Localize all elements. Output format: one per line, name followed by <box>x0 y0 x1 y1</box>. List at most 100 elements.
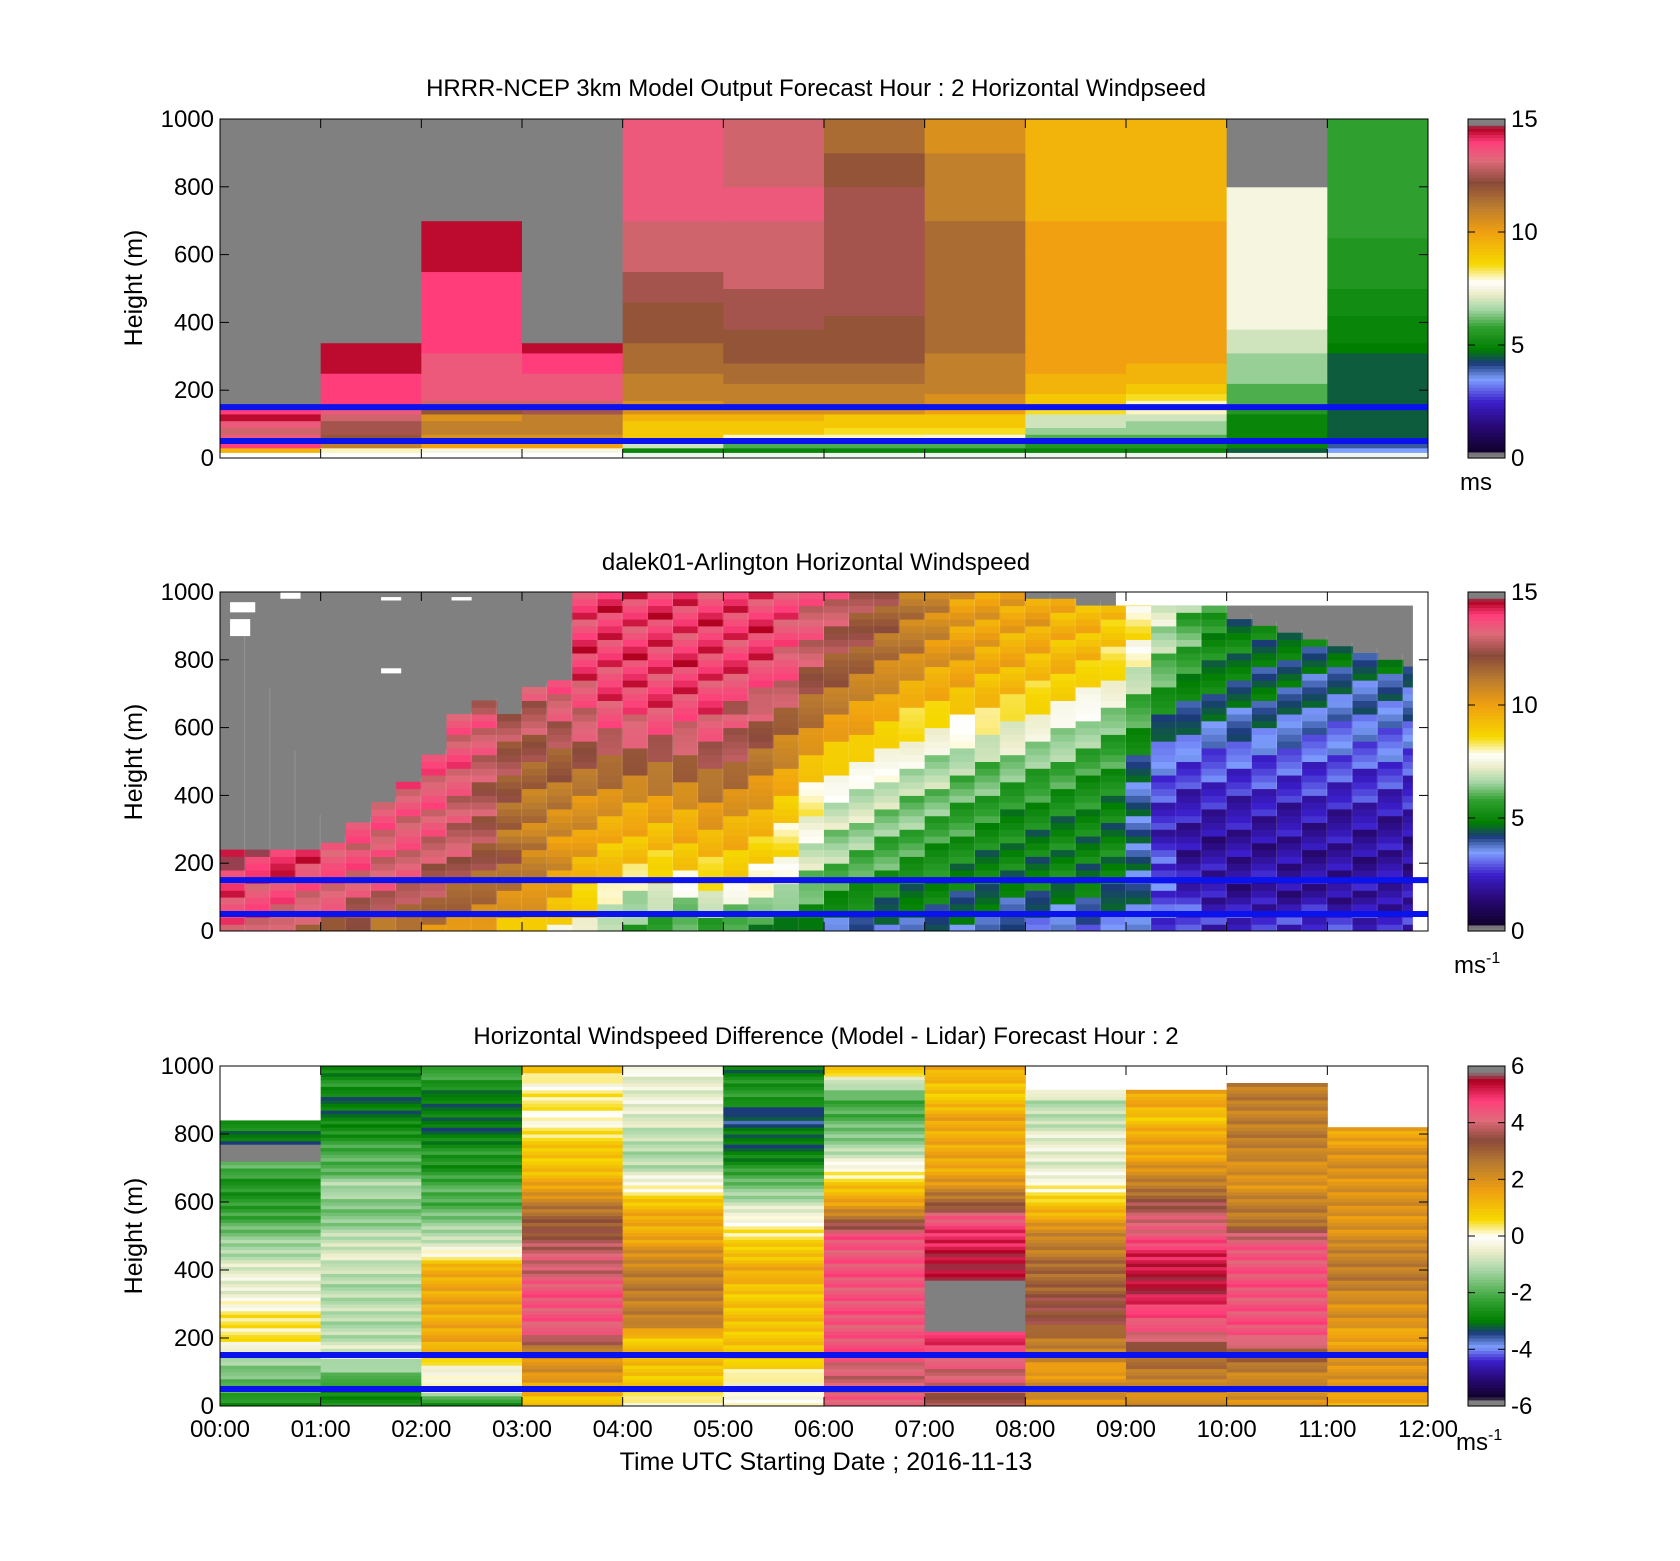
diff-cell-c6-h290 <box>824 1304 926 1308</box>
diff-cell-c5-h110 <box>723 1365 825 1370</box>
lidar-cell-c28-h240 <box>924 842 951 851</box>
lidar-cell-c41-h520 <box>1251 747 1278 756</box>
diff-cell-c10-h850 <box>1226 1113 1328 1118</box>
diff-cell-c5-h0 <box>723 1402 825 1407</box>
lidar-cell-c43-h20 <box>1302 917 1328 925</box>
lidar-cell-c37-h680 <box>1151 693 1177 701</box>
lidar-cell-c15-h840 <box>597 639 624 647</box>
model-cell-c8-r7 <box>1025 400 1127 408</box>
diff-cell-c0-h480 <box>220 1239 322 1244</box>
diff-cell-c4-h900 <box>622 1096 724 1101</box>
lidar-cell-c37-h800 <box>1151 653 1177 661</box>
diff-cell-c4-h130 <box>622 1358 724 1363</box>
diff-cell-c10-h460 <box>1226 1246 1328 1251</box>
diff-cell-c3-h880 <box>522 1103 624 1108</box>
colorbar-step-49 <box>1468 776 1505 781</box>
diff-cell-c5-h70 <box>723 1378 825 1383</box>
diff-cell-c5-h970 <box>723 1072 825 1077</box>
model-cell-c10-r18 <box>1226 271 1328 289</box>
diff-cell-c3-h470 <box>522 1242 624 1247</box>
colorbar-step-32 <box>1468 1304 1505 1308</box>
x-tick-label-2: 02:00 <box>391 1416 451 1443</box>
diff-cell-c2-h950 <box>421 1079 523 1084</box>
colorbar-step-85 <box>1468 1140 1505 1144</box>
colorbar-frame <box>1467 118 1506 459</box>
lidar-cell-c19-h720 <box>698 680 724 688</box>
diff-cell-c3-h80 <box>522 1375 624 1380</box>
lidar-cell-c36-h820 <box>1126 646 1152 654</box>
diff-cell-c11-h20 <box>1327 1395 1429 1400</box>
lidar-cell-c14-h460 <box>572 768 598 776</box>
lidar-cell-c17-h760 <box>647 666 674 674</box>
lidar-cell-c40-h0 <box>1226 924 1253 932</box>
diff-cell-c8-h70 <box>1025 1378 1127 1383</box>
lidar-cell-c14-h260 <box>572 836 598 844</box>
lidar-cell-c22-h380 <box>773 795 800 803</box>
lidar-cell-c22-h920 <box>773 612 800 620</box>
diff-cell-c8-h310 <box>1025 1297 1127 1302</box>
model-cell-c7-r6 <box>924 407 1026 415</box>
lidar-cell-c38-h900 <box>1176 619 1202 627</box>
lidar-cell-c12-h220 <box>522 849 548 857</box>
lidar-cell-c45-h100 <box>1352 890 1379 898</box>
lidar-cell-c37-h440 <box>1151 775 1177 783</box>
diff-cell-c6-h760 <box>824 1144 926 1149</box>
lidar-cell-c30-h380 <box>975 795 1001 803</box>
lidar-cell-c28-h720 <box>924 680 951 688</box>
lidar-cell-c41-h660 <box>1251 700 1278 708</box>
lidar-cell-c17-h220 <box>647 849 674 857</box>
lidar-cell-c32-h480 <box>1025 761 1051 769</box>
lidar-cell-c17-h940 <box>647 605 674 613</box>
diff-cell-c9-h100 <box>1126 1368 1228 1373</box>
lidar-cell-c19-h980 <box>698 592 724 600</box>
lidar-cell-c38-h300 <box>1176 822 1202 830</box>
lidar-cell-c5-h120 <box>345 883 372 891</box>
lidar-cell-c33-h720 <box>1050 680 1077 688</box>
lidar-cell-c21-h180 <box>748 863 775 871</box>
diff-cell-c4-h340 <box>622 1287 724 1291</box>
lidar-cell-c19-h160 <box>698 869 724 878</box>
colorbar-step-46 <box>1468 786 1505 790</box>
model-cell-c4-r12 <box>622 352 724 364</box>
diff-cell-c5-h670 <box>723 1174 825 1179</box>
lidar-cell-c39-h300 <box>1201 822 1228 830</box>
lidar-cell-c22-h340 <box>773 808 800 817</box>
lidar-cell-c25-h380 <box>849 795 875 803</box>
lidar-cell-c18-h260 <box>673 836 699 844</box>
lidar-cell-c17-h980 <box>647 592 674 600</box>
lidar-cell-c11-h500 <box>496 754 523 762</box>
lidar-cell-c11-h580 <box>496 727 523 735</box>
diff-cell-c1-h980 <box>320 1069 422 1074</box>
lidar-cell-c7-h200 <box>396 856 422 864</box>
lidar-cell-c40-h480 <box>1226 761 1253 769</box>
lidar-cell-c38-h520 <box>1176 747 1202 756</box>
diff-cell-c6-h660 <box>824 1178 926 1183</box>
lidar-cell-c42-h680 <box>1277 693 1303 701</box>
diff-cell-c2-h600 <box>421 1198 523 1203</box>
lidar-cell-c30-h940 <box>975 605 1001 613</box>
lidar-cell-c33-h240 <box>1050 842 1077 851</box>
lidar-cell-c42-h200 <box>1277 856 1303 864</box>
lidar-cell-c29-h780 <box>949 659 976 668</box>
lidar-cell-c28-h160 <box>924 869 951 878</box>
diff-cell-c3-h420 <box>522 1259 624 1264</box>
lidar-cell-c12-h340 <box>522 808 548 817</box>
lidar-cell-c28-h760 <box>924 666 951 674</box>
lidar-cell-c22-h960 <box>773 598 800 607</box>
diff-cell-c11-h60 <box>1327 1382 1429 1387</box>
model-cell-c0-r17 <box>220 288 322 303</box>
lidar-cell-c19-h400 <box>698 788 724 796</box>
lidar-cell-c17-h260 <box>647 836 674 844</box>
diff-cell-c9-h670 <box>1126 1174 1228 1179</box>
lidar-cell-c12-h680 <box>522 693 548 701</box>
lidar-cell-c23-h20 <box>798 917 825 925</box>
diff-cell-c6-h870 <box>824 1106 926 1111</box>
lidar-cell-c44-h720 <box>1327 680 1353 688</box>
colorbar-step-5 <box>1468 912 1505 917</box>
lidar-cell-c11-h400 <box>496 788 523 796</box>
diff-cell-c1-h410 <box>320 1263 422 1268</box>
model-cell-c7-r3 <box>924 427 1026 435</box>
lidar-cell-c43-h560 <box>1302 734 1328 742</box>
lidar-cell-c11-h160 <box>496 869 523 878</box>
model-cell-c10-r23 <box>1226 152 1328 188</box>
